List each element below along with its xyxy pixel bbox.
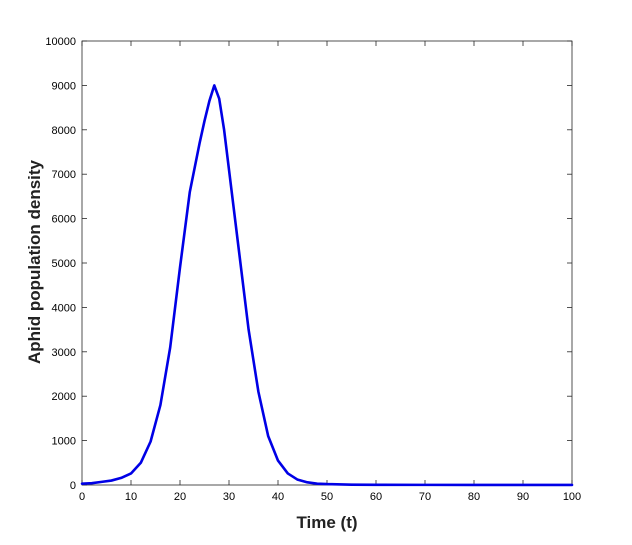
- x-tick-label: 60: [370, 491, 382, 503]
- y-tick-label: 2000: [52, 391, 76, 403]
- x-tick-label: 0: [79, 491, 85, 503]
- x-tick-label: 50: [321, 491, 333, 503]
- axis-ticks: [81, 40, 573, 486]
- y-tick-label: 5000: [52, 258, 76, 270]
- y-tick-label: 8000: [52, 125, 76, 137]
- x-tick-label: 90: [517, 491, 529, 503]
- axis-tick-labels: 0 10 20 30 40 50 60 70 80 90 100010002000300040005…: [45, 36, 581, 503]
- plot-area-frame: [81, 40, 573, 486]
- x-tick-label: 20: [174, 491, 186, 503]
- x-tick-label: 30: [223, 491, 235, 503]
- x-axis-title: Time (t): [296, 513, 357, 532]
- y-tick-label: 0: [70, 480, 76, 492]
- y-tick-label: 9000: [52, 80, 76, 92]
- y-tick-label: 7000: [52, 169, 76, 181]
- y-tick-label: 3000: [52, 347, 76, 359]
- series-line-aphid-density: [80, 84, 574, 487]
- y-axis-title: Aphid population density: [25, 159, 44, 364]
- x-tick-label: 100: [563, 491, 581, 503]
- x-tick-label: 70: [419, 491, 431, 503]
- y-tick-label: 6000: [52, 214, 76, 226]
- x-tick-label: 80: [468, 491, 480, 503]
- x-tick-label: 40: [272, 491, 284, 503]
- y-tick-label: 10000: [45, 36, 76, 48]
- x-tick-label: 10: [125, 491, 137, 503]
- y-tick-label: 1000: [52, 436, 76, 448]
- y-tick-label: 4000: [52, 302, 76, 314]
